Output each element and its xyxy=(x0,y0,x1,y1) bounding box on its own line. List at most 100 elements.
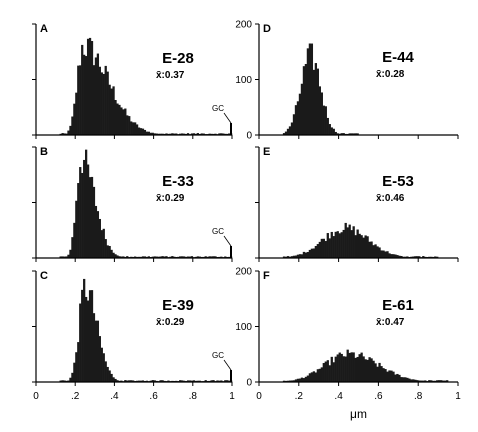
histogram-bar xyxy=(71,237,74,258)
histogram-bar xyxy=(304,376,308,382)
histogram-bar xyxy=(412,379,415,382)
histogram-bar xyxy=(98,66,101,135)
histogram-bar xyxy=(312,371,316,382)
histogram-bar xyxy=(374,244,377,258)
histogram-bar xyxy=(316,369,319,382)
histogram-bar xyxy=(360,235,363,258)
histogram-bar xyxy=(120,256,123,258)
histogram-bar xyxy=(386,251,389,258)
histogram-bar xyxy=(324,361,327,382)
histogram-bar xyxy=(310,43,314,135)
histogram-bar xyxy=(157,133,160,135)
histogram-bar xyxy=(296,101,300,135)
histogram-bar xyxy=(384,369,387,382)
histogram-bar xyxy=(398,374,401,382)
histogram-bar xyxy=(83,278,86,382)
histogram-bar xyxy=(228,380,231,382)
histogram-bar xyxy=(137,127,141,135)
histogram-bar xyxy=(151,380,154,382)
histogram-bar xyxy=(312,69,316,135)
histogram-bar xyxy=(85,149,88,258)
histogram-bar xyxy=(350,230,353,258)
y-tick-label: 0 xyxy=(246,378,252,389)
sample-id-label: E-53 xyxy=(382,173,414,190)
histogram-bar xyxy=(102,73,105,135)
histogram-bar xyxy=(218,133,221,135)
histogram-bar xyxy=(85,296,88,382)
histogram-bar xyxy=(171,256,174,258)
histogram-bar xyxy=(330,127,333,135)
histogram-bar xyxy=(196,256,199,258)
histogram-bar xyxy=(110,373,113,382)
histogram-bar xyxy=(165,133,168,135)
histogram-bar xyxy=(418,380,421,382)
histogram-bar xyxy=(83,159,86,258)
histogram-bar xyxy=(282,256,286,258)
histogram-bar xyxy=(396,373,399,382)
histogram-bar xyxy=(414,256,417,258)
histogram-bar xyxy=(169,133,172,135)
histogram-bar xyxy=(306,252,310,258)
histogram-bar xyxy=(75,352,78,382)
histogram-bar xyxy=(438,380,441,382)
histogram-bar xyxy=(79,303,82,382)
histogram-bar xyxy=(334,131,337,135)
histogram-bar xyxy=(77,183,80,258)
panel-letter: C xyxy=(40,270,48,282)
histogram-bar xyxy=(169,256,172,258)
histogram-bar xyxy=(430,380,433,382)
histogram-bar xyxy=(141,380,145,382)
histogram-bar xyxy=(100,347,103,382)
panel-letter: E xyxy=(263,146,270,158)
mean-label: x̄:0.47 xyxy=(376,317,405,328)
histogram-bar xyxy=(61,380,64,382)
histogram-bar xyxy=(112,252,115,258)
histogram-bar xyxy=(134,122,137,135)
histogram-bar xyxy=(98,336,101,382)
histogram-bar xyxy=(173,256,176,258)
histogram-bar xyxy=(102,228,105,258)
histogram-bar xyxy=(81,172,84,258)
histogram-bar xyxy=(226,380,229,382)
histogram-bar xyxy=(71,372,74,382)
histogram-bar xyxy=(114,99,117,135)
histogram-bar xyxy=(216,380,219,382)
histogram-bar xyxy=(372,245,375,258)
histogram-bar xyxy=(380,366,383,382)
histogram-bar xyxy=(157,256,160,258)
panel-letter: A xyxy=(40,23,48,35)
histogram-bar xyxy=(165,256,168,258)
histogram-bar xyxy=(328,238,331,258)
histogram-bar xyxy=(340,353,343,382)
histogram-bar xyxy=(94,57,98,135)
histogram-bar xyxy=(322,105,325,135)
histogram-bar xyxy=(344,356,347,382)
histogram-bar xyxy=(86,164,90,258)
mean-label: x̄:0.29 xyxy=(156,317,185,328)
histogram-bar xyxy=(288,126,292,135)
histogram-bar xyxy=(143,256,147,258)
histogram-bar xyxy=(212,380,215,382)
histogram-bar xyxy=(63,256,66,258)
histogram-bar xyxy=(290,122,294,135)
histogram-bar xyxy=(145,131,149,135)
histogram-bar xyxy=(190,256,194,258)
histogram-bar xyxy=(346,349,349,382)
histogram-bar xyxy=(104,361,107,382)
histogram-bar xyxy=(59,256,62,258)
histogram-bar xyxy=(354,133,357,135)
histogram-bar xyxy=(173,133,176,135)
histogram-bar xyxy=(394,374,397,382)
histogram-bar xyxy=(67,254,70,258)
sample-id-label: E-44 xyxy=(382,49,414,66)
histogram-bar xyxy=(214,133,217,135)
histogram-bar xyxy=(428,380,431,382)
histogram-bar xyxy=(208,256,211,258)
histogram-bar xyxy=(149,132,152,135)
histogram-bar xyxy=(296,378,300,382)
x-tick-label: 0 xyxy=(33,391,39,402)
histogram-bar xyxy=(198,256,201,258)
histogram-bar xyxy=(147,256,150,258)
histogram-bar xyxy=(362,356,365,382)
histogram-bar xyxy=(196,380,199,382)
